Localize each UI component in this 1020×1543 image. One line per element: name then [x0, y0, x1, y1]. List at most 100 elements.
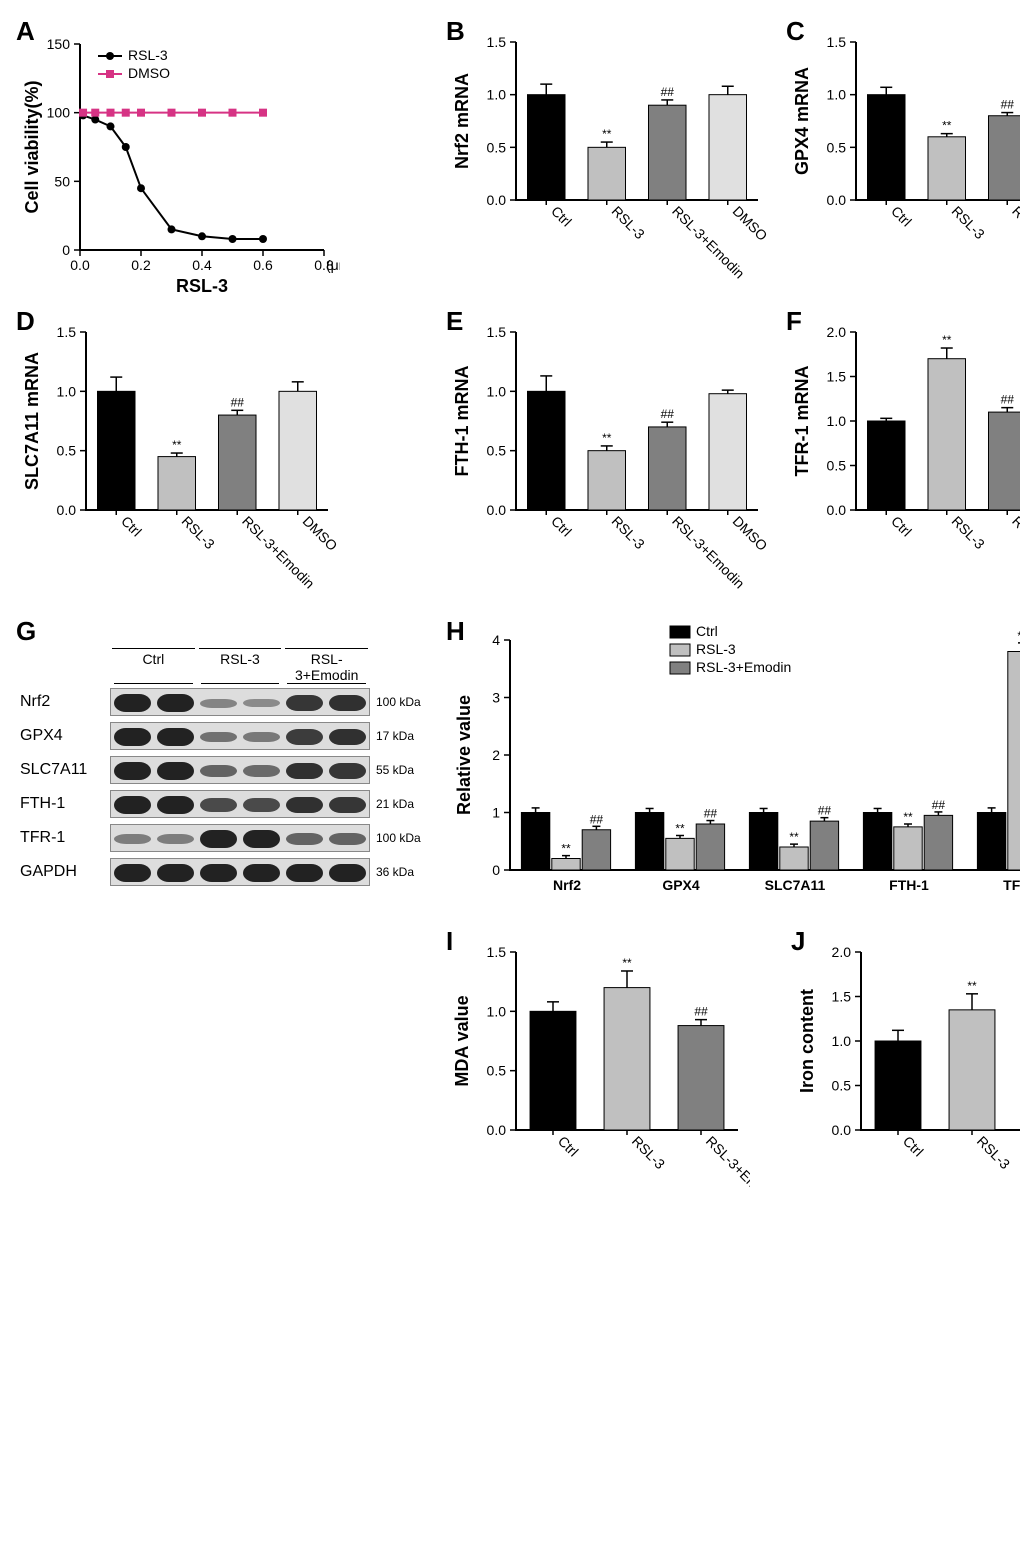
wb-strip: [110, 722, 370, 750]
panel-j-chart: 0.00.51.01.52.0Iron contentCtrl**RSL-3##…: [795, 930, 1020, 1230]
svg-text:0.0: 0.0: [487, 192, 507, 208]
svg-text:RSL-3: RSL-3: [176, 276, 228, 296]
svg-text:0.2: 0.2: [131, 257, 151, 273]
svg-text:1.0: 1.0: [487, 87, 507, 103]
panel-g: G CtrlRSL-3RSL-3+EmodinNrf2100 kDaGPX417…: [20, 620, 430, 1230]
svg-text:##: ##: [661, 407, 675, 421]
svg-text:Ctrl: Ctrl: [696, 623, 718, 639]
svg-text:RSL-3+Emodin: RSL-3+Emodin: [696, 659, 791, 675]
svg-text:Relative value: Relative value: [454, 695, 474, 815]
wb-protein-label: FTH-1: [20, 795, 110, 813]
svg-text:RSL-3: RSL-3: [949, 513, 989, 553]
svg-text:**: **: [622, 956, 632, 970]
svg-text:RSL-3+Emodin: RSL-3+Emodin: [1009, 203, 1020, 282]
svg-text:0.5: 0.5: [487, 1063, 507, 1079]
svg-text:1.0: 1.0: [827, 87, 847, 103]
svg-text:RSL-3: RSL-3: [128, 47, 168, 63]
svg-text:DMSO: DMSO: [730, 513, 770, 554]
svg-text:GPX4: GPX4: [662, 877, 700, 893]
svg-text:0: 0: [62, 242, 70, 258]
svg-text:1.5: 1.5: [487, 944, 507, 960]
panel-i-chart: 0.00.51.01.5MDA valueCtrl**RSL-3##RSL-3+…: [450, 930, 750, 1230]
svg-text:RSL-3: RSL-3: [629, 1133, 669, 1173]
svg-text:FTH-1: FTH-1: [889, 877, 929, 893]
panel-a-label: A: [16, 16, 35, 47]
svg-text:1.5: 1.5: [57, 324, 77, 340]
panel-e-chart: 0.00.51.01.5FTH-1 mRNACtrl**RSL-3##RSL-3…: [450, 310, 770, 610]
svg-text:##: ##: [231, 395, 245, 409]
svg-text:Ctrl: Ctrl: [888, 513, 915, 540]
svg-text:0.0: 0.0: [487, 1122, 507, 1138]
wb-header-group: RSL-3+Emodin: [285, 648, 368, 683]
wb-strip: [110, 756, 370, 784]
wb-kda-label: 17 kDa: [370, 729, 430, 743]
western-blot-container: CtrlRSL-3RSL-3+EmodinNrf2100 kDaGPX417 k…: [20, 648, 430, 886]
svg-text:**: **: [942, 119, 952, 133]
svg-text:GPX4 mRNA: GPX4 mRNA: [792, 67, 812, 175]
svg-text:0.5: 0.5: [487, 443, 507, 459]
svg-text:0.0: 0.0: [832, 1122, 852, 1138]
svg-text:3: 3: [492, 690, 500, 706]
svg-text:Nrf2 mRNA: Nrf2 mRNA: [452, 73, 472, 169]
svg-text:0.5: 0.5: [832, 1078, 852, 1094]
svg-text:1.5: 1.5: [827, 369, 847, 385]
svg-text:Ctrl: Ctrl: [548, 203, 575, 230]
panel-h-chart: 01234Relative value**##Nrf2**##GPX4**##S…: [450, 620, 1020, 920]
panel-j: J 0.00.51.01.52.0Iron contentCtrl**RSL-3…: [795, 930, 1020, 1230]
svg-text:0: 0: [492, 862, 500, 878]
svg-text:(μm): (μm): [326, 257, 340, 273]
panel-a-chart: 0501001500.00.20.40.60.8RSL-3(μm)Cell vi…: [20, 20, 340, 300]
wb-row-slc7a11: SLC7A1155 kDa: [20, 756, 430, 784]
svg-text:RSL-3+Emodin: RSL-3+Emodin: [1009, 513, 1020, 592]
wb-kda-label: 55 kDa: [370, 763, 430, 777]
wb-protein-label: Nrf2: [20, 693, 110, 711]
svg-text:RSL-3: RSL-3: [949, 203, 989, 243]
svg-text:Cell viability(%): Cell viability(%): [22, 80, 42, 213]
wb-kda-label: 100 kDa: [370, 695, 430, 709]
panel-b-chart: 0.00.51.01.5Nrf2 mRNACtrl**RSL-3##RSL-3+…: [450, 20, 770, 300]
wb-kda-label: 21 kDa: [370, 797, 430, 811]
svg-text:**: **: [172, 438, 182, 452]
svg-text:Iron content: Iron content: [797, 989, 817, 1093]
svg-text:**: **: [967, 979, 977, 993]
svg-text:1.5: 1.5: [832, 989, 852, 1005]
wb-row-nrf2: Nrf2 100 kDa: [20, 688, 430, 716]
svg-text:Ctrl: Ctrl: [555, 1133, 582, 1160]
svg-text:**: **: [942, 333, 952, 347]
svg-text:1.0: 1.0: [487, 383, 507, 399]
svg-text:Ctrl: Ctrl: [900, 1133, 927, 1160]
wb-header-group: Ctrl: [112, 648, 195, 683]
svg-text:1.0: 1.0: [57, 383, 77, 399]
wb-row-fth-1: FTH-1 21 kDa: [20, 790, 430, 818]
panel-f-chart: 0.00.51.01.52.0TFR-1 mRNACtrl**RSL-3##RS…: [790, 310, 1020, 610]
svg-text:**: **: [789, 830, 799, 844]
svg-text:TFR-1: TFR-1: [1003, 877, 1020, 893]
svg-text:0.6: 0.6: [253, 257, 273, 273]
wb-protein-label: TFR-1: [20, 829, 110, 847]
panel-b: B 0.00.51.01.5Nrf2 mRNACtrl**RSL-3##RSL-…: [450, 20, 770, 300]
svg-text:0.5: 0.5: [487, 139, 507, 155]
wb-kda-label: 100 kDa: [370, 831, 430, 845]
panel-g-label: G: [16, 616, 36, 647]
svg-text:4: 4: [492, 632, 500, 648]
panel-d: D 0.00.51.01.5SLC7A11 mRNACtrl**RSL-3##R…: [20, 310, 430, 610]
svg-text:RSL-3+Emodin: RSL-3+Emodin: [703, 1133, 750, 1212]
panel-i: I 0.00.51.01.5MDA valueCtrl**RSL-3##RSL-…: [450, 930, 765, 1230]
svg-text:Ctrl: Ctrl: [548, 513, 575, 540]
svg-text:FTH-1 mRNA: FTH-1 mRNA: [452, 366, 472, 477]
svg-text:0.0: 0.0: [487, 502, 507, 518]
panel-e-label: E: [446, 306, 463, 337]
svg-text:0.0: 0.0: [70, 257, 90, 273]
svg-text:0.5: 0.5: [57, 443, 77, 459]
svg-text:**: **: [903, 810, 913, 824]
svg-text:SLC7A11: SLC7A11: [765, 877, 826, 893]
svg-text:**: **: [602, 431, 612, 445]
panel-i-label: I: [446, 926, 453, 957]
svg-text:150: 150: [47, 36, 71, 52]
svg-text:RSL-3: RSL-3: [179, 513, 219, 553]
wb-strip: [110, 858, 370, 886]
svg-text:MDA value: MDA value: [452, 995, 472, 1086]
wb-protein-label: GAPDH: [20, 863, 110, 881]
wb-protein-label: GPX4: [20, 727, 110, 745]
svg-text:RSL-3: RSL-3: [609, 203, 649, 243]
